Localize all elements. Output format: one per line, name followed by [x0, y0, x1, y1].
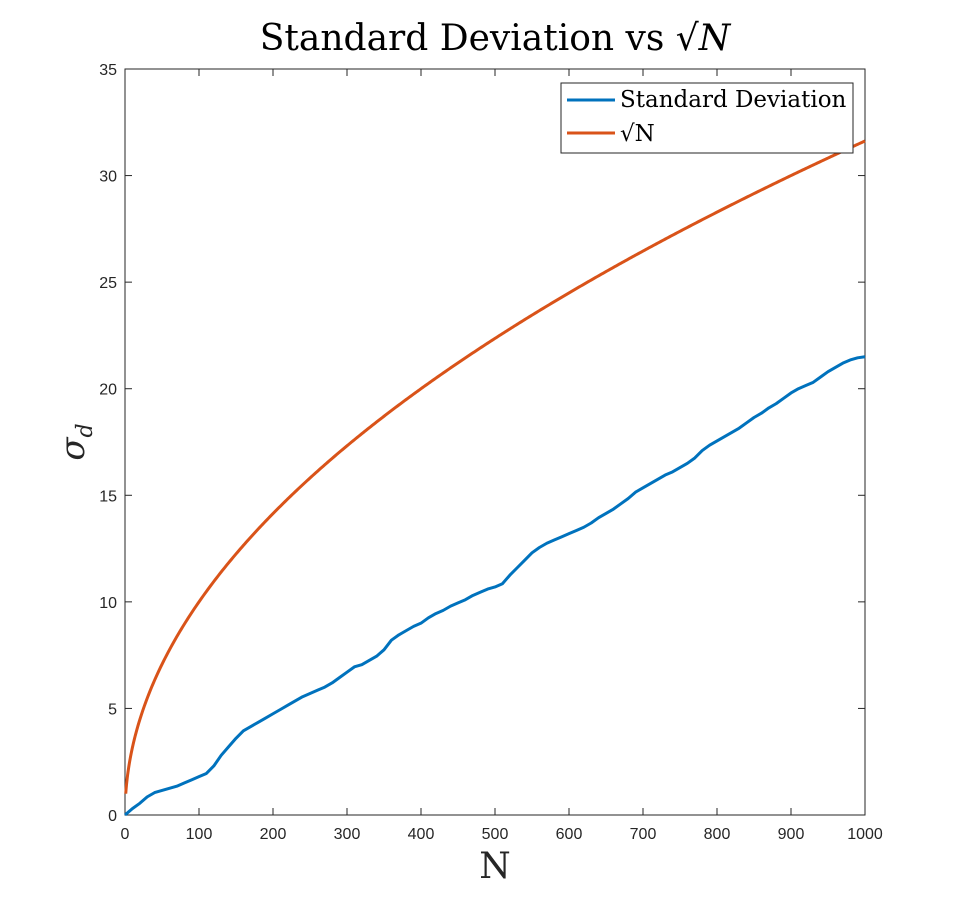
y-tick-label: 25 [99, 275, 117, 292]
chart-title-radical: √ [676, 18, 699, 59]
x-tick-label: 400 [408, 826, 435, 843]
y-axis-label-subscript: d [73, 423, 98, 437]
y-tick-label: 20 [99, 382, 117, 399]
chart-title-variable: N [698, 18, 732, 59]
series-line-standard-deviation [124, 355, 866, 817]
x-tick-label: 0 [121, 826, 130, 843]
axis-tick-labels: 0 100 200 300 400 500 600 700 800 900 1000 0 5 10 15 20… [99, 62, 883, 843]
y-axis-label: σd [53, 423, 98, 460]
y-tick-label: 10 [99, 595, 117, 612]
x-tick-label: 100 [186, 826, 213, 843]
series-layer [124, 139, 866, 817]
y-tick-label: 35 [99, 62, 117, 79]
x-tick-label: 900 [778, 826, 805, 843]
legend-label-standard-deviation: Standard Deviation [620, 87, 847, 113]
axis-ticks [124, 68, 866, 816]
y-tick-label: 15 [99, 488, 117, 505]
x-tick-label: 800 [704, 826, 731, 843]
y-tick-label: 30 [99, 169, 117, 186]
plot-area [124, 68, 866, 816]
series-line-sqrt-n [124, 139, 866, 794]
x-axis-label: N [479, 846, 511, 887]
legend-box [560, 82, 854, 154]
x-tick-label: 500 [482, 826, 509, 843]
chart-title: Standard Deviation vs √N [260, 18, 732, 59]
x-tick-label: 300 [334, 826, 361, 843]
x-tick-label: 700 [630, 826, 657, 843]
y-tick-label: 0 [108, 808, 117, 825]
y-axis-label-symbol: σ [53, 437, 93, 461]
legend: Standard Deviation √N [560, 82, 854, 154]
legend-label-sqrt-n: √N [620, 121, 655, 147]
chart-title-prefix: Standard Deviation vs [260, 18, 676, 59]
x-tick-label: 600 [556, 826, 583, 843]
x-tick-label: 1000 [847, 826, 883, 843]
y-tick-label: 5 [108, 701, 117, 718]
x-tick-label: 200 [260, 826, 287, 843]
